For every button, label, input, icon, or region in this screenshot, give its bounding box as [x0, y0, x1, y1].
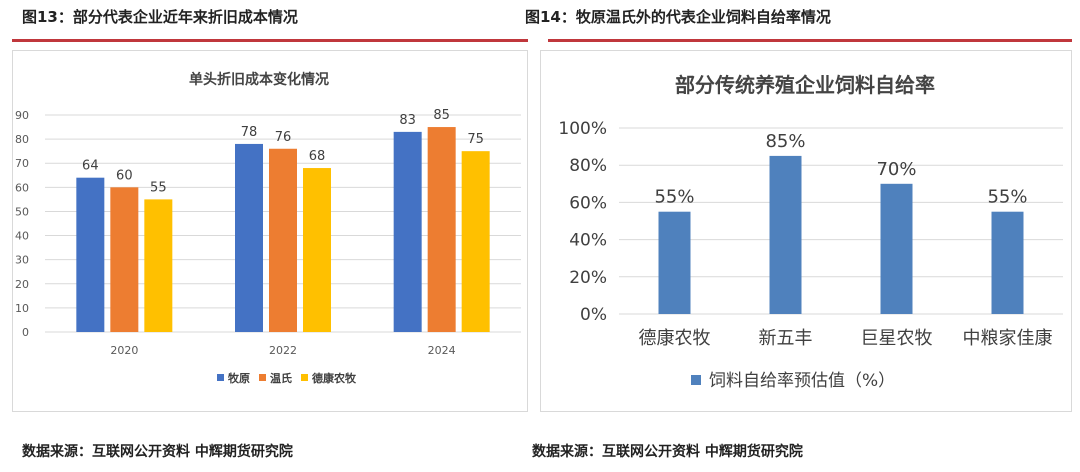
y-tick-label: 50 — [15, 205, 29, 218]
data-label: 70% — [876, 159, 916, 180]
right-caption-rule — [548, 39, 1072, 42]
y-tick-label: 0% — [580, 305, 607, 325]
right-data-source: 数据来源：互联网公开资料 中辉期货研究院 — [532, 444, 803, 460]
legend-swatch — [691, 375, 701, 385]
y-tick-label: 80 — [15, 133, 29, 146]
data-label: 68 — [309, 149, 326, 164]
y-tick-label: 100% — [558, 119, 607, 139]
data-label: 60 — [116, 168, 133, 183]
feed-ratio-chart: 部分传统养殖企业饲料自给率 0% 20% 40% 60% 80% 100% 55% 德康农牧 85… — [558, 73, 1063, 391]
bar — [303, 168, 331, 332]
y-tick-label: 40% — [569, 231, 607, 251]
bar — [269, 148, 297, 332]
legend-swatch — [259, 374, 266, 381]
chart-title: 单头折旧成本变化情况 — [189, 71, 329, 88]
x-tick-label: 巨星农牧 — [861, 328, 933, 349]
left-data-source: 数据来源：互联网公开资料 中辉期货研究院 — [22, 444, 293, 460]
x-tick-label: 2024 — [428, 344, 456, 357]
data-label: 64 — [82, 159, 99, 174]
x-tick-label: 2020 — [110, 344, 138, 357]
bar — [235, 143, 263, 332]
bar — [110, 187, 139, 332]
data-label: 55 — [150, 180, 167, 195]
y-tick-label: 20% — [569, 268, 607, 288]
x-tick-label: 德康农牧 — [639, 328, 711, 349]
data-label: 75 — [467, 132, 484, 147]
right-figure-caption: 图14：牧原温氏外的代表企业饲料自给率情况 — [525, 8, 831, 26]
data-label: 55% — [654, 187, 694, 208]
legend-label: 牧原 — [228, 371, 250, 385]
depreciation-chart: 单头折旧成本变化情况 0 10 20 30 40 50 60 70 80 90 64 60 55 2020 7… — [15, 71, 521, 385]
bar — [393, 131, 422, 332]
y-tick-label: 0 — [22, 326, 29, 339]
y-tick-label: 80% — [569, 156, 607, 176]
y-tick-label: 30 — [15, 254, 29, 267]
legend-label: 饲料自给率预估值（%） — [709, 371, 895, 391]
legend-label: 温氏 — [270, 371, 292, 385]
x-tick-label: 中粮家佳康 — [963, 328, 1053, 349]
data-label: 83 — [399, 113, 416, 128]
data-label: 76 — [275, 130, 292, 145]
left-caption-rule — [12, 39, 528, 42]
legend-swatch — [217, 374, 224, 381]
legend-swatch — [301, 374, 308, 381]
depreciation-chart-panel: 单头折旧成本变化情况 0 10 20 30 40 50 60 70 80 90 64 60 55 2020 7… — [12, 50, 528, 412]
y-tick-label: 70 — [15, 157, 29, 170]
data-label: 78 — [241, 125, 258, 140]
bar — [991, 211, 1024, 314]
y-tick-label: 20 — [15, 278, 29, 291]
bar — [76, 177, 105, 332]
chart-title: 部分传统养殖企业饲料自给率 — [675, 73, 935, 97]
y-tick-label: 40 — [15, 230, 29, 243]
x-tick-label: 2022 — [269, 344, 297, 357]
bar — [144, 199, 173, 332]
legend-label: 德康农牧 — [311, 371, 357, 385]
feed-ratio-chart-panel: 部分传统养殖企业饲料自给率 0% 20% 40% 60% 80% 100% 55% 德康农牧 85… — [540, 50, 1072, 412]
bar — [658, 211, 691, 314]
left-figure-caption: 图13：部分代表企业近年来折旧成本情况 — [22, 8, 298, 26]
bar — [880, 183, 913, 314]
y-tick-label: 10 — [15, 302, 29, 315]
x-tick-label: 新五丰 — [759, 328, 813, 349]
data-label: 55% — [987, 187, 1027, 208]
bar — [769, 155, 802, 314]
data-label: 85 — [433, 108, 450, 123]
bar — [461, 151, 490, 332]
y-tick-label: 90 — [15, 109, 29, 122]
data-label: 85% — [765, 131, 805, 152]
y-tick-label: 60% — [569, 193, 607, 213]
y-tick-label: 60 — [15, 181, 29, 194]
bar — [427, 127, 456, 332]
